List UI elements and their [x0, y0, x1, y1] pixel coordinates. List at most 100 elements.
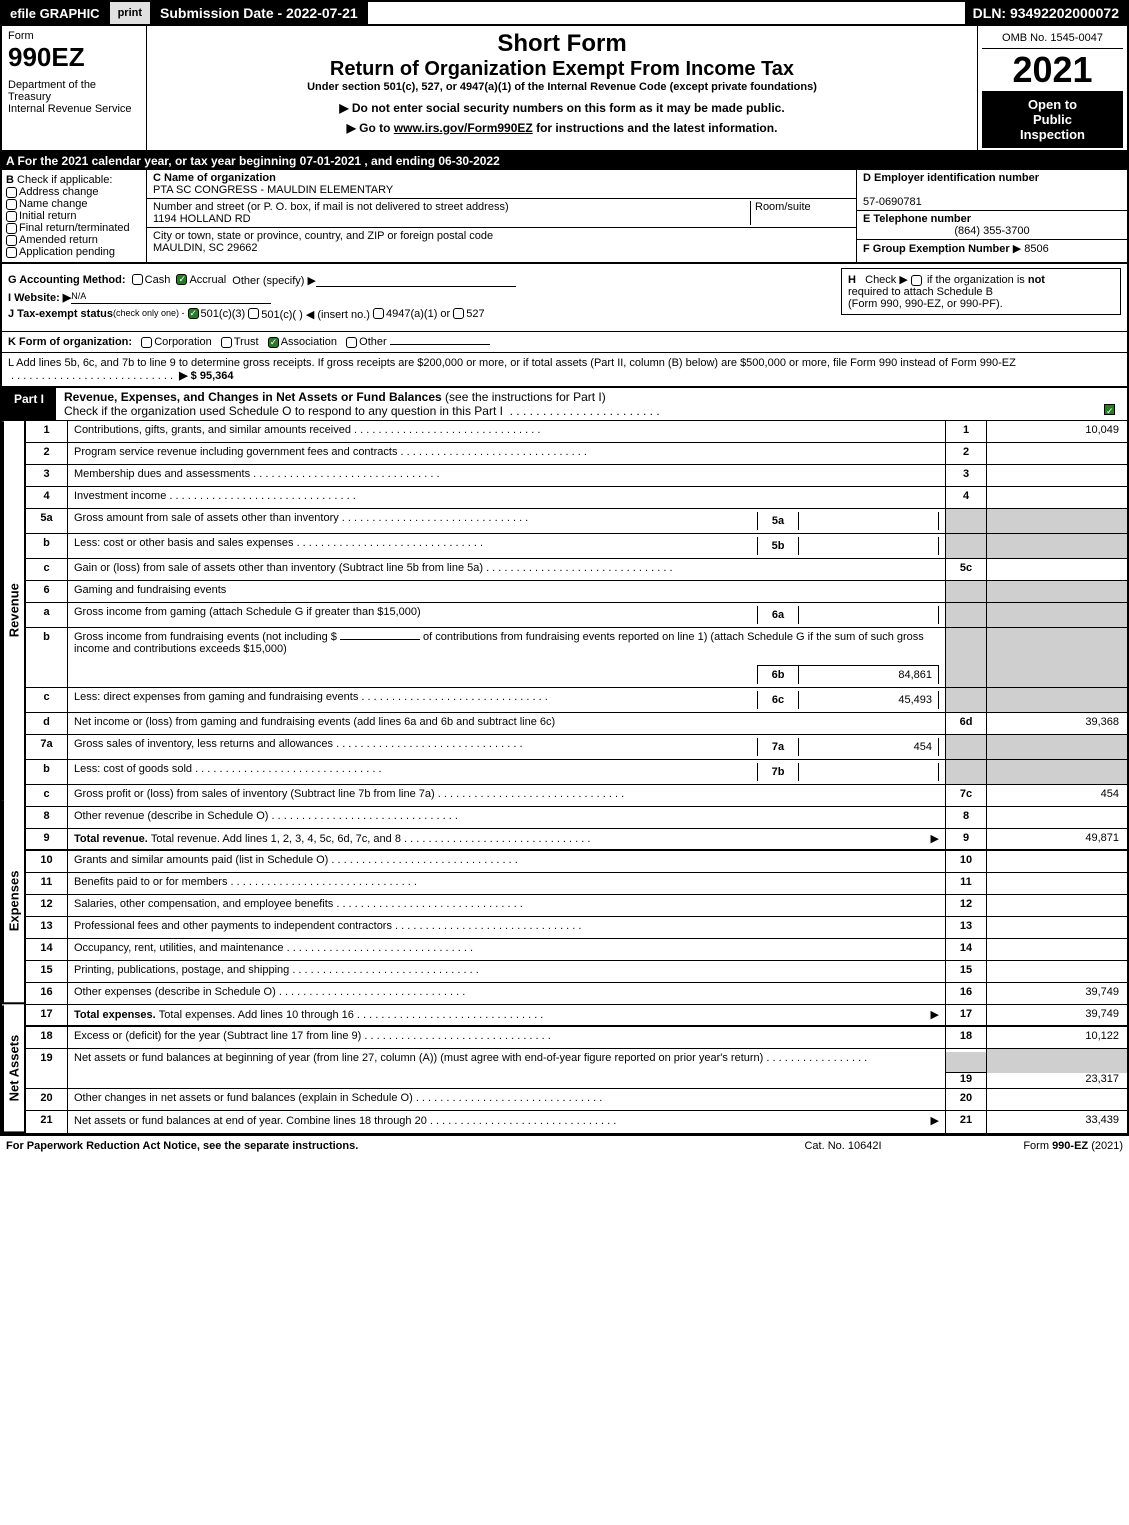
line-17: 17 Total expenses. Total expenses. Add l… — [26, 1005, 1127, 1027]
gross-receipts: ▶ $ 95,364 — [179, 370, 233, 382]
527-checkbox[interactable] — [453, 308, 464, 319]
d-label: D Employer identification number — [863, 172, 1039, 184]
line-12: 12 Salaries, other compensation, and emp… — [26, 895, 1127, 917]
under-section: Under section 501(c), 527, or 4947(a)(1)… — [157, 81, 967, 93]
final-return-checkbox[interactable] — [6, 223, 17, 234]
corporation-checkbox[interactable] — [141, 337, 152, 348]
dln-number: DLN: 93492202000072 — [965, 2, 1127, 24]
section-bcdef: B Check if applicable: Address change Na… — [0, 170, 1129, 264]
return-title: Return of Organization Exempt From Incom… — [157, 58, 967, 81]
efile-label: efile GRAPHIC — [2, 2, 110, 24]
line-7c: c Gross profit or (loss) from sales of i… — [26, 785, 1127, 807]
line-6: 6 Gaming and fundraising events — [26, 581, 1127, 603]
line-4: 4 Investment income 4 — [26, 487, 1127, 509]
line-21-amount: 33,439 — [987, 1111, 1127, 1133]
line-6c-amount: 45,493 — [799, 691, 939, 709]
group-exemption: ▶ 8506 — [1013, 243, 1049, 255]
netassets-side-label: Net Assets — [2, 1005, 24, 1133]
initial-return-checkbox[interactable] — [6, 211, 17, 222]
row-l: L Add lines 5b, 6c, and 7b to line 9 to … — [0, 353, 1129, 388]
page-footer: For Paperwork Reduction Act Notice, see … — [0, 1135, 1129, 1156]
line-5a: 5a Gross amount from sale of assets othe… — [26, 509, 1127, 534]
section-ghij: G Accounting Method: Cash Accrual Other … — [0, 264, 1129, 332]
omb-number: OMB No. 1545-0047 — [982, 28, 1123, 49]
form-word: Form — [8, 30, 140, 42]
j-label: J Tax-exempt status — [8, 308, 113, 321]
schedule-b-checkbox[interactable] — [911, 275, 922, 286]
line-19-amount: 23,317 — [995, 1073, 1119, 1085]
g-label: G Accounting Method: — [8, 274, 126, 287]
col-c-org-info: C Name of organization PTA SC CONGRESS -… — [147, 170, 857, 262]
city-label: City or town, state or province, country… — [153, 230, 493, 242]
addr-label: Number and street (or P. O. box, if mail… — [153, 201, 509, 213]
line-7c-amount: 454 — [987, 785, 1127, 806]
h-schedule-b-box: H Check ▶ if the organization is not req… — [841, 268, 1121, 315]
line-7b: b Less: cost of goods sold 7b — [26, 760, 1127, 785]
other-method-input[interactable] — [316, 274, 516, 287]
form-number: 990EZ — [8, 42, 140, 73]
dept-treasury: Department of the Treasury Internal Reve… — [8, 79, 140, 115]
room-suite-label: Room/suite — [755, 201, 811, 213]
association-checkbox[interactable] — [268, 337, 279, 348]
501c-checkbox[interactable] — [248, 308, 259, 319]
other-org-checkbox[interactable] — [346, 337, 357, 348]
part-1-table: Revenue Expenses Net Assets 1 Contributi… — [0, 421, 1129, 1135]
form-header: Form 990EZ Department of the Treasury In… — [0, 26, 1129, 152]
catalog-number: Cat. No. 10642I — [743, 1140, 943, 1152]
line-21: 21 Net assets or fund balances at end of… — [26, 1111, 1127, 1133]
line-5b: b Less: cost or other basis and sales ex… — [26, 534, 1127, 559]
part-1-check-text: Check if the organization used Schedule … — [64, 404, 503, 418]
e-label: E Telephone number — [863, 213, 971, 225]
trust-checkbox[interactable] — [221, 337, 232, 348]
row-a-tax-year: A For the 2021 calendar year, or tax yea… — [0, 152, 1129, 170]
city-state-zip: MAULDIN, SC 29662 — [153, 242, 258, 254]
address-change-checkbox[interactable] — [6, 187, 17, 198]
i-label: I Website: ▶ — [8, 291, 71, 304]
other-org-input[interactable] — [390, 344, 490, 345]
application-pending-checkbox[interactable] — [6, 247, 17, 258]
paperwork-notice: For Paperwork Reduction Act Notice, see … — [6, 1140, 743, 1152]
part-1-tab: Part I — [2, 388, 56, 420]
line-2: 2 Program service revenue including gove… — [26, 443, 1127, 465]
line-16-amount: 39,749 — [987, 983, 1127, 1004]
print-button[interactable]: print — [110, 2, 152, 24]
part-1-header: Part I Revenue, Expenses, and Changes in… — [0, 388, 1129, 421]
col-d-identifiers: D Employer identification number 57-0690… — [857, 170, 1127, 262]
amended-return-checkbox[interactable] — [6, 235, 17, 246]
6b-contributions-input[interactable] — [340, 639, 420, 640]
short-form-title: Short Form — [157, 30, 967, 58]
line-18: 18 Excess or (deficit) for the year (Sub… — [26, 1027, 1127, 1049]
501c3-checkbox[interactable] — [188, 308, 199, 319]
line-9: 9 Total revenue. Total revenue. Add line… — [26, 829, 1127, 851]
c-label: C Name of organization — [153, 172, 276, 184]
line-16: 16 Other expenses (describe in Schedule … — [26, 983, 1127, 1005]
line-6b-amount: 84,861 — [799, 665, 939, 684]
col-b-checkboxes: B Check if applicable: Address change Na… — [2, 170, 147, 262]
line-9-amount: 49,871 — [987, 829, 1127, 849]
telephone: (864) 355-3700 — [863, 225, 1121, 237]
line-20: 20 Other changes in net assets or fund b… — [26, 1089, 1127, 1111]
line-3: 3 Membership dues and assessments 3 — [26, 465, 1127, 487]
irs-link[interactable]: www.irs.gov/Form990EZ — [394, 121, 533, 135]
line-6c: c Less: direct expenses from gaming and … — [26, 688, 1127, 713]
line-7a: 7a Gross sales of inventory, less return… — [26, 735, 1127, 760]
line-6d: d Net income or (loss) from gaming and f… — [26, 713, 1127, 735]
part-1-title: Revenue, Expenses, and Changes in Net As… — [64, 390, 442, 404]
name-change-checkbox[interactable] — [6, 199, 17, 210]
revenue-side-label: Revenue — [2, 421, 24, 800]
line-14: 14 Occupancy, rent, utilities, and maint… — [26, 939, 1127, 961]
open-public: Open to Public Inspection — [982, 91, 1123, 148]
line-10: 10 Grants and similar amounts paid (list… — [26, 851, 1127, 873]
line-18-amount: 10,122 — [987, 1027, 1127, 1048]
line-11: 11 Benefits paid to or for members 11 — [26, 873, 1127, 895]
top-bar: efile GRAPHIC print Submission Date - 20… — [0, 0, 1129, 26]
cash-checkbox[interactable] — [132, 274, 143, 285]
4947-checkbox[interactable] — [373, 308, 384, 319]
line-8: 8 Other revenue (describe in Schedule O)… — [26, 807, 1127, 829]
line-6d-amount: 39,368 — [987, 713, 1127, 734]
line-7a-amount: 454 — [799, 738, 939, 756]
accrual-checkbox[interactable] — [176, 274, 187, 285]
line-6b: b Gross income from fundraising events (… — [26, 628, 1127, 688]
schedule-o-checkbox[interactable] — [1104, 404, 1115, 415]
submission-date: Submission Date - 2022-07-21 — [152, 2, 368, 24]
